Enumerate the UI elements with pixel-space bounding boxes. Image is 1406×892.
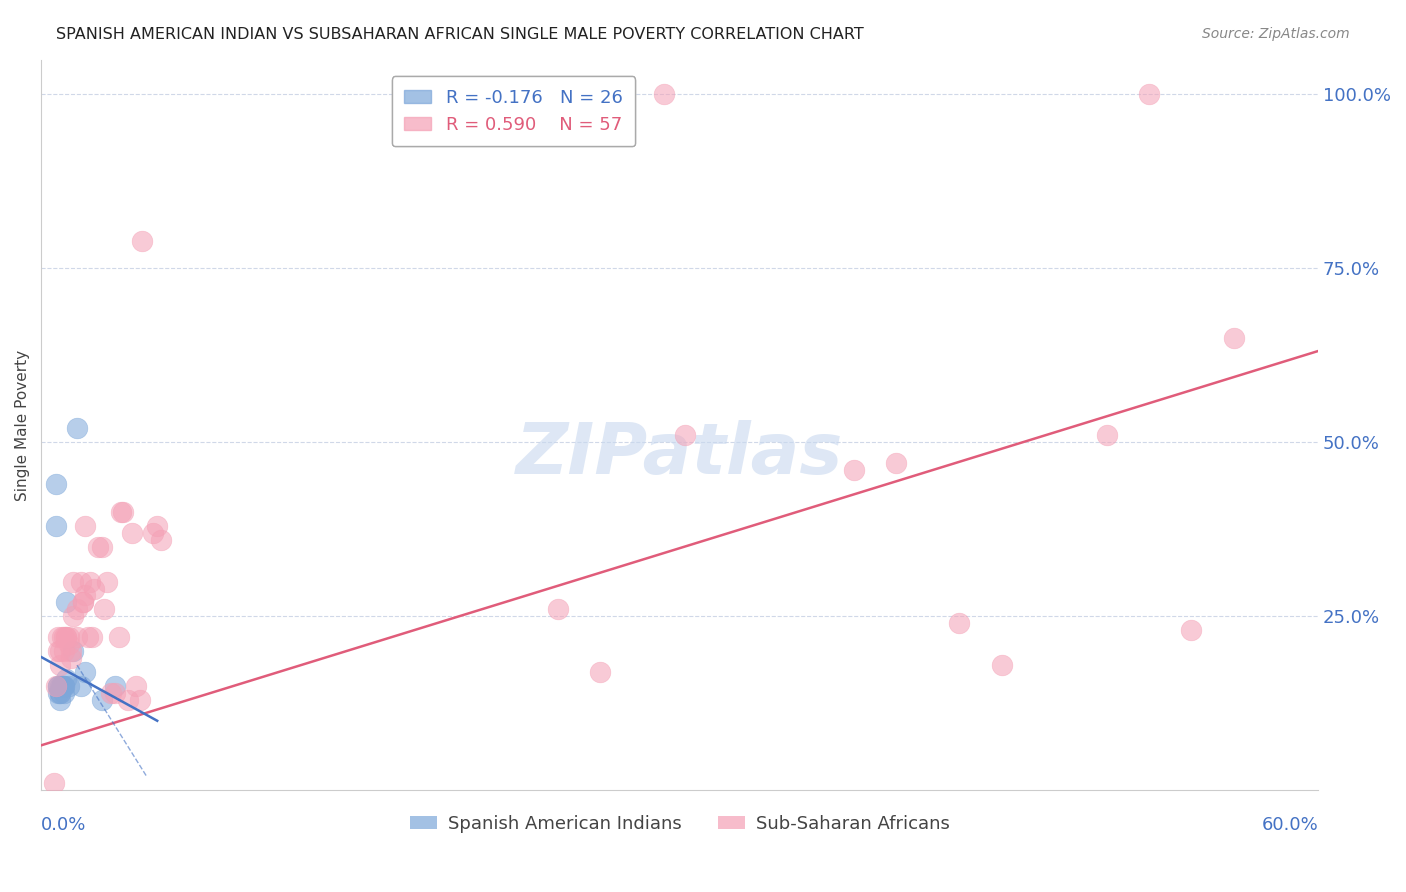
Point [75, 665, 97, 679]
Point [66, 630, 89, 644]
Point [91, 693, 114, 707]
Point [59, 644, 82, 658]
Point [55, 672, 77, 686]
Point [55, 630, 77, 644]
Point [62, 644, 84, 658]
Point [58, 637, 80, 651]
Text: 0.0%: 0.0% [41, 816, 87, 834]
Point [51, 679, 73, 693]
Point [100, 686, 122, 700]
Point [45, 519, 67, 533]
Legend: R = -0.176   N = 26, R = 0.590    N = 57: R = -0.176 N = 26, R = 0.590 N = 57 [392, 76, 636, 146]
Y-axis label: Single Male Poverty: Single Male Poverty [15, 350, 30, 500]
Point [884, 456, 907, 470]
Point [1095, 428, 1118, 442]
Point [53, 679, 76, 693]
Point [948, 616, 970, 631]
Point [51, 679, 73, 693]
Point [45, 477, 67, 491]
Point [547, 602, 569, 616]
Point [75, 589, 97, 603]
Text: 60.0%: 60.0% [1261, 816, 1319, 834]
Point [842, 463, 865, 477]
Point [70, 574, 93, 589]
Point [51, 630, 73, 644]
Point [49, 686, 72, 700]
Point [83, 582, 105, 596]
Point [121, 525, 143, 540]
Point [72, 595, 94, 609]
Point [131, 234, 153, 248]
Point [53, 630, 76, 644]
Point [87, 540, 110, 554]
Point [51, 679, 73, 693]
Point [49, 658, 72, 673]
Point [1222, 331, 1244, 345]
Point [46, 686, 69, 700]
Point [104, 686, 127, 700]
Point [46, 679, 69, 693]
Point [42, 776, 65, 790]
Point [652, 87, 675, 102]
Point [51, 679, 73, 693]
Point [53, 679, 76, 693]
Point [55, 630, 77, 644]
Text: Source: ZipAtlas.com: Source: ZipAtlas.com [1202, 27, 1350, 41]
Point [49, 644, 72, 658]
Point [129, 693, 152, 707]
Point [53, 644, 76, 658]
Point [91, 540, 114, 554]
Point [62, 574, 84, 589]
Point [80, 630, 103, 644]
Point [589, 665, 612, 679]
Point [58, 630, 80, 644]
Point [79, 574, 101, 589]
Point [58, 679, 80, 693]
Point [72, 595, 94, 609]
Point [59, 651, 82, 665]
Text: SPANISH AMERICAN INDIAN VS SUBSAHARAN AFRICAN SINGLE MALE POVERTY CORRELATION CH: SPANISH AMERICAN INDIAN VS SUBSAHARAN AF… [56, 27, 865, 42]
Point [76, 630, 98, 644]
Point [62, 609, 84, 624]
Point [53, 686, 76, 700]
Point [125, 679, 148, 693]
Point [46, 679, 69, 693]
Point [146, 519, 169, 533]
Point [70, 679, 93, 693]
Point [108, 630, 131, 644]
Point [93, 602, 115, 616]
Point [46, 644, 69, 658]
Text: ZIPatlas: ZIPatlas [516, 420, 844, 489]
Point [142, 525, 165, 540]
Point [49, 686, 72, 700]
Point [66, 602, 89, 616]
Point [1137, 87, 1160, 102]
Point [150, 533, 173, 547]
Point [75, 519, 97, 533]
Point [45, 679, 67, 693]
Point [49, 679, 72, 693]
Point [112, 505, 135, 519]
Point [990, 658, 1012, 673]
Point [117, 693, 139, 707]
Point [66, 421, 89, 435]
Point [104, 679, 127, 693]
Point [96, 574, 118, 589]
Point [673, 428, 696, 442]
Point [49, 693, 72, 707]
Point [55, 595, 77, 609]
Point [51, 679, 73, 693]
Point [110, 505, 132, 519]
Point [46, 630, 69, 644]
Point [1180, 624, 1202, 638]
